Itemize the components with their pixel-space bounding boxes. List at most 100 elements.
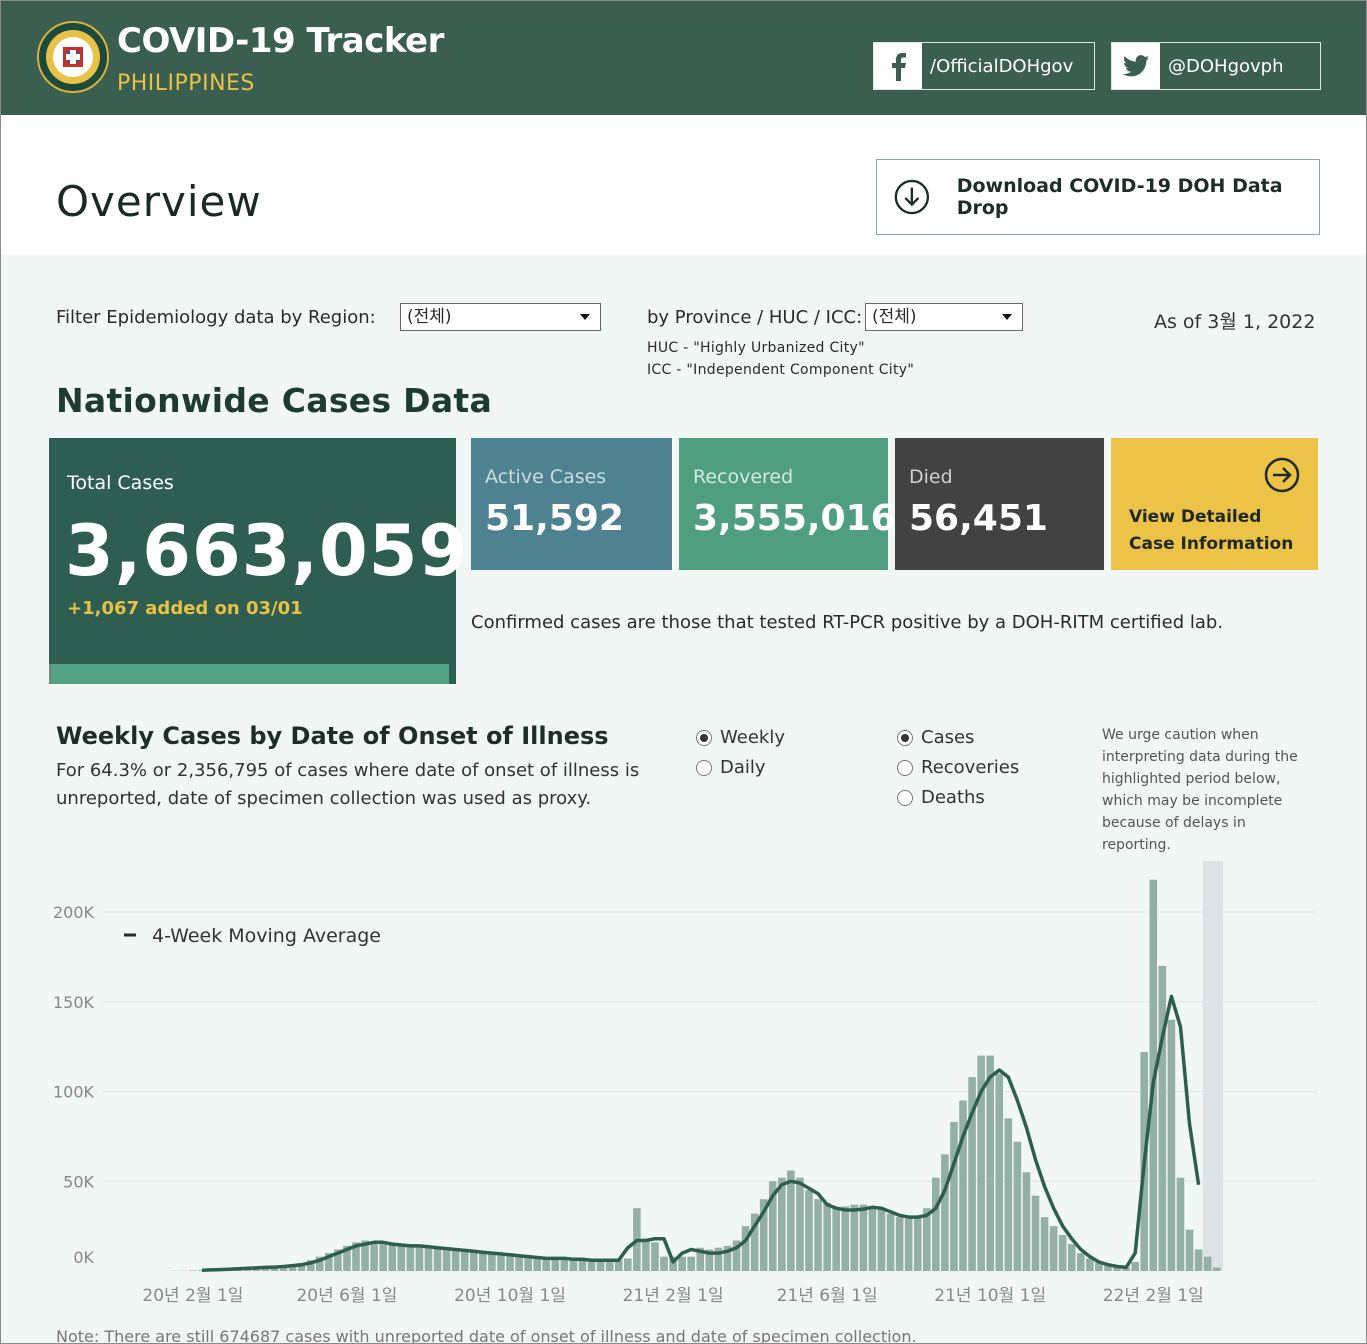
view-detailed-line-2: Case Information bbox=[1129, 534, 1294, 554]
x-tick-label: 21년 6월 1일 bbox=[777, 1286, 878, 1306]
bar bbox=[714, 1247, 723, 1271]
bar bbox=[596, 1260, 605, 1271]
active-cases-label: Active Cases bbox=[485, 466, 607, 488]
bar bbox=[741, 1226, 750, 1271]
died-value: 56,451 bbox=[909, 498, 1048, 539]
died-label: Died bbox=[909, 466, 953, 488]
radio-selected-icon bbox=[897, 729, 913, 746]
radio-weekly[interactable]: Weekly bbox=[696, 727, 785, 748]
x-tick-label: 21년 2월 1일 bbox=[623, 1286, 724, 1306]
as-of-date: As of 3월 1, 2022 bbox=[1154, 311, 1316, 333]
x-tick-label: 20년 2월 1일 bbox=[142, 1286, 243, 1306]
bar bbox=[614, 1260, 623, 1271]
bar bbox=[352, 1242, 360, 1271]
bar bbox=[1077, 1253, 1085, 1271]
bar bbox=[1013, 1141, 1022, 1271]
radio-cases[interactable]: Cases bbox=[897, 727, 974, 748]
card-accent-edge bbox=[49, 664, 52, 684]
bar bbox=[705, 1249, 714, 1271]
x-tick-label: 20년 6월 1일 bbox=[296, 1286, 397, 1306]
twitter-link[interactable]: @DOHgovph bbox=[1111, 42, 1321, 90]
bar bbox=[651, 1242, 659, 1271]
overview-title: Overview bbox=[56, 177, 262, 226]
bar bbox=[198, 1270, 206, 1271]
bar bbox=[895, 1217, 904, 1271]
bar bbox=[759, 1199, 768, 1271]
bar bbox=[379, 1244, 387, 1271]
view-detailed-case-button[interactable]: View Detailed Case Information bbox=[1111, 438, 1318, 570]
bar bbox=[624, 1258, 632, 1271]
total-cases-label: Total Cases bbox=[67, 472, 174, 494]
radio-cases-label: Cases bbox=[921, 727, 975, 748]
region-select[interactable]: (전체) bbox=[400, 303, 601, 331]
y-tick-label: 50K bbox=[63, 1172, 94, 1191]
cases-added-note: +1,067 added on 03/01 bbox=[67, 598, 303, 619]
x-tick-label: 22년 2월 1일 bbox=[1103, 1286, 1204, 1306]
bar bbox=[189, 1270, 197, 1271]
bar bbox=[669, 1256, 677, 1271]
bar bbox=[941, 1154, 949, 1271]
active-cases-card: Active Cases 51,592 bbox=[471, 438, 672, 570]
bar bbox=[913, 1217, 922, 1271]
radio-daily[interactable]: Daily bbox=[696, 757, 766, 778]
bar bbox=[723, 1245, 732, 1271]
chevron-down-icon bbox=[1002, 314, 1012, 320]
bar bbox=[288, 1264, 297, 1271]
bar bbox=[1049, 1226, 1058, 1271]
bar bbox=[415, 1245, 424, 1271]
radio-selected-icon bbox=[696, 729, 712, 746]
bar bbox=[451, 1249, 460, 1271]
bar bbox=[1113, 1267, 1121, 1271]
bar bbox=[904, 1218, 913, 1271]
radio-recoveries[interactable]: Recoveries bbox=[897, 757, 1019, 778]
active-cases-value: 51,592 bbox=[485, 498, 624, 539]
doh-seal-logo bbox=[37, 21, 109, 93]
bar bbox=[732, 1240, 741, 1271]
recovered-label: Recovered bbox=[693, 466, 794, 488]
download-data-drop-button[interactable]: Download COVID-19 DOH Data Drop bbox=[876, 159, 1320, 235]
bar bbox=[370, 1242, 378, 1271]
bar bbox=[397, 1244, 406, 1271]
bar bbox=[488, 1253, 496, 1271]
bar bbox=[932, 1177, 940, 1271]
confirmed-cases-note: Confirmed cases are those that tested RT… bbox=[471, 612, 1224, 633]
bar bbox=[1095, 1262, 1103, 1271]
y-tick-label: 0K bbox=[73, 1248, 94, 1267]
recovered-value: 3,555,016 bbox=[693, 498, 896, 539]
chart-footnote: Note: There are still 674687 cases with … bbox=[56, 1327, 917, 1344]
bar bbox=[315, 1256, 324, 1271]
card-accent-bar bbox=[52, 664, 449, 684]
bar bbox=[1022, 1172, 1031, 1271]
bar bbox=[578, 1259, 587, 1271]
highlight-period-band bbox=[1202, 861, 1223, 1271]
bar bbox=[778, 1177, 786, 1271]
province-select[interactable]: (전체) bbox=[865, 303, 1023, 331]
x-tick-label: 21년 10월 1일 bbox=[934, 1286, 1046, 1306]
bar bbox=[479, 1252, 487, 1271]
bar bbox=[796, 1177, 804, 1271]
bar bbox=[968, 1077, 976, 1271]
bar bbox=[696, 1247, 705, 1271]
bar bbox=[805, 1190, 813, 1271]
bar bbox=[1104, 1265, 1112, 1271]
bar bbox=[750, 1213, 759, 1271]
bar bbox=[515, 1255, 523, 1271]
twitter-handle: @DOHgovph bbox=[1168, 55, 1284, 77]
bar bbox=[859, 1204, 868, 1271]
nationwide-title: Nationwide Cases Data bbox=[56, 381, 493, 420]
facebook-icon bbox=[874, 43, 922, 89]
facebook-link[interactable]: /OfficialDOHgov bbox=[873, 42, 1095, 90]
bar bbox=[497, 1253, 505, 1271]
bar bbox=[1031, 1195, 1040, 1271]
bar bbox=[469, 1251, 478, 1271]
bar bbox=[569, 1259, 578, 1271]
caution-note: We urge caution when interpreting data d… bbox=[1102, 727, 1298, 853]
bar bbox=[877, 1208, 886, 1271]
radio-deaths[interactable]: Deaths bbox=[897, 787, 985, 808]
bar bbox=[388, 1244, 397, 1271]
bar bbox=[1058, 1235, 1067, 1271]
chevron-down-icon bbox=[580, 314, 590, 320]
bar bbox=[1040, 1217, 1049, 1271]
region-select-value: (전체) bbox=[407, 307, 452, 327]
